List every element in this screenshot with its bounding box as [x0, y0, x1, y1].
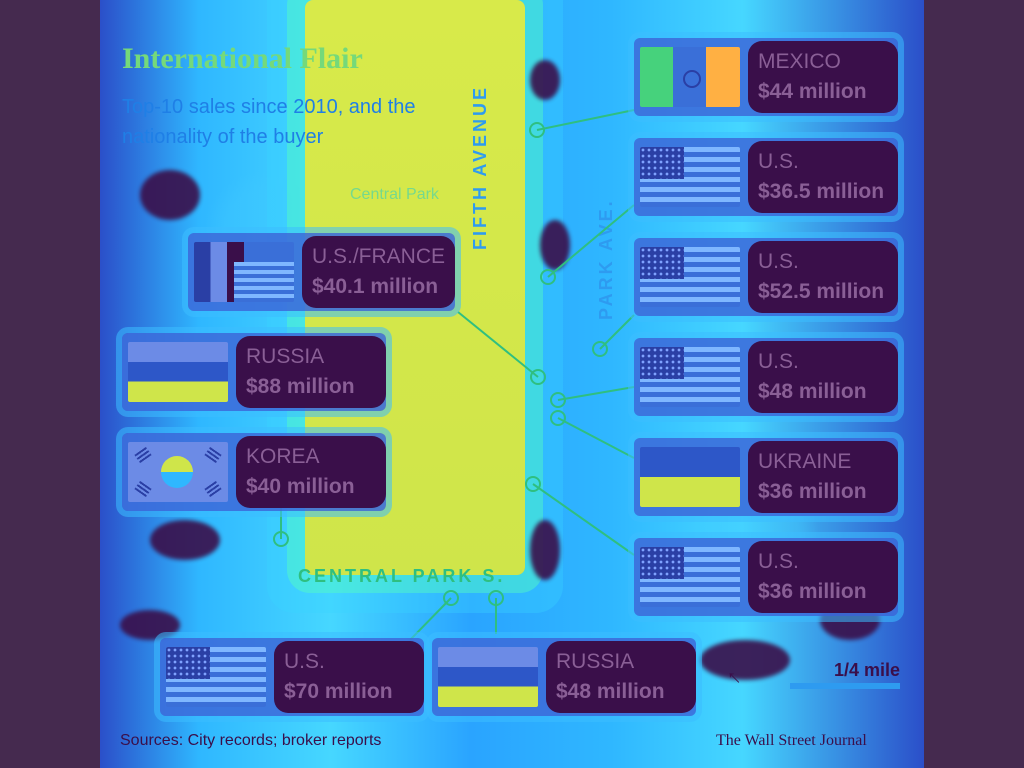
buyer-country: UKRAINE: [758, 450, 852, 473]
buyer-country: U.S.: [758, 550, 799, 573]
central-park-south-label: CENTRAL PARK S.: [298, 566, 506, 586]
sale-price: $52.5 million: [758, 280, 885, 303]
buyer-country: U.S.: [758, 150, 799, 173]
buyer-country: U.S./FRANCE: [312, 245, 446, 268]
sale-price: $88 million: [246, 375, 355, 398]
park-avenue-label: PARK AVE.: [596, 198, 616, 320]
central-park-label: Central Park: [350, 186, 439, 203]
sale-price: $40 million: [246, 475, 355, 498]
sale-caption: U.S. $36.5 million: [748, 141, 898, 213]
sale-caption: RUSSIA $88 million: [236, 336, 386, 408]
sale-price: $48 million: [758, 380, 867, 403]
us-flag-icon: [640, 547, 740, 607]
sale-card-russia: RUSSIA $48 million: [432, 638, 696, 716]
buyer-country: RUSSIA: [556, 650, 635, 673]
sale-caption: U.S. $48 million: [748, 341, 898, 413]
sale-price: $70 million: [284, 680, 393, 703]
sale-card-us: U.S. $70 million: [160, 638, 424, 716]
sale-price: $36 million: [758, 480, 867, 503]
sale-caption: U.S./FRANCE $40.1 million: [302, 236, 456, 308]
map-subtitle: Top-10 sales since 2010, and the nationa…: [122, 96, 416, 148]
mexico-flag-icon: [640, 47, 740, 107]
us-france-flag-icon: [194, 242, 294, 302]
sale-card-us: U.S. $36 million: [634, 538, 898, 616]
sale-card-korea: KOREA $40 million: [122, 433, 386, 511]
sale-caption: U.S. $52.5 million: [748, 241, 898, 313]
scale-bar: [790, 683, 900, 689]
sale-caption: UKRAINE $36 million: [748, 441, 898, 513]
publication-credit: The Wall Street Journal: [716, 732, 867, 749]
us-flag-icon: [166, 647, 266, 707]
sale-price: $36 million: [758, 580, 867, 603]
scale-label: 1/4 mile: [833, 660, 900, 680]
sale-price: $44 million: [758, 80, 867, 103]
sale-card-us: U.S. $36.5 million: [634, 138, 898, 216]
us-flag-icon: [640, 347, 740, 407]
buyer-country: KOREA: [246, 445, 320, 468]
buyer-country: U.S.: [284, 650, 325, 673]
ukraine-flag-icon: [640, 447, 740, 507]
sale-card-us-france: U.S./FRANCE $40.1 million: [188, 233, 456, 311]
us-flag-icon: [640, 147, 740, 207]
sale-card-ukraine: UKRAINE $36 million: [634, 438, 898, 516]
sale-caption: RUSSIA $48 million: [546, 641, 696, 713]
buyer-country: RUSSIA: [246, 345, 325, 368]
sale-caption: KOREA $40 million: [236, 436, 386, 508]
buyer-country: U.S.: [758, 250, 799, 273]
sources-note: Sources: City records; broker reports: [120, 732, 382, 749]
buyer-country: U.S.: [758, 350, 799, 373]
sale-price: $40.1 million: [312, 275, 439, 298]
sale-caption: U.S. $36 million: [748, 541, 898, 613]
russia-flag-icon: [438, 647, 538, 707]
sale-caption: MEXICO $44 million: [748, 41, 898, 113]
sale-caption: U.S. $70 million: [274, 641, 424, 713]
sale-price: $48 million: [556, 680, 665, 703]
russia-flag-icon: [128, 342, 228, 402]
sale-price: $36.5 million: [758, 180, 885, 203]
korea-flag-icon: [128, 442, 228, 502]
sale-card-russia: RUSSIA $88 million: [122, 333, 386, 411]
map-title: International Flair: [122, 42, 363, 75]
map-scale: 1/4 mile: [790, 660, 900, 689]
sale-card-mexico: MEXICO $44 million: [634, 38, 898, 116]
us-flag-icon: [640, 247, 740, 307]
sale-card-us: U.S. $48 million: [634, 338, 898, 416]
buyer-country: MEXICO: [758, 50, 841, 73]
sale-card-us: U.S. $52.5 million: [634, 238, 898, 316]
fifth-avenue-label: FIFTH AVENUE: [470, 85, 490, 250]
